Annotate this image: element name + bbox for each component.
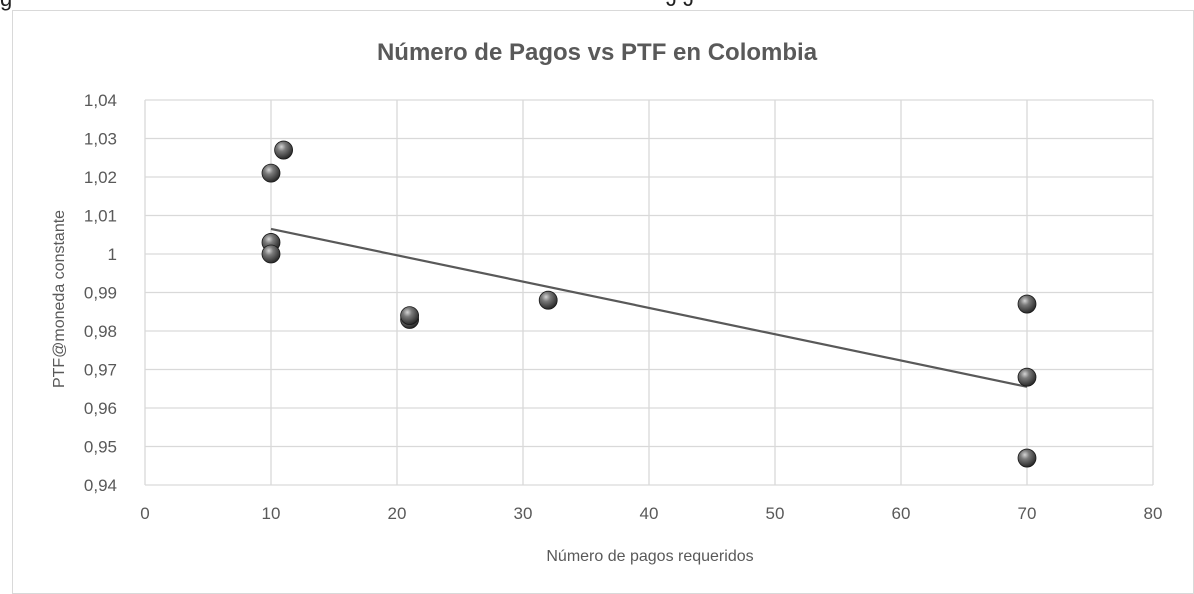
x-tick-label: 40 [640, 504, 659, 523]
cropped-top-text: g J J [0, 0, 1194, 12]
x-tick-label: 30 [514, 504, 533, 523]
x-axis-ticks: 0 10 20 30 40 50 60 70 80 [140, 504, 1162, 523]
data-point [1017, 294, 1037, 314]
data-point [1017, 448, 1037, 468]
data-point [274, 140, 294, 160]
y-tick-label: 0,98 [84, 322, 117, 341]
y-tick-label: 1 [108, 245, 117, 264]
y-tick-label: 1,02 [84, 168, 117, 187]
x-tick-label: 50 [766, 504, 785, 523]
chart-title: Número de Pagos vs PTF en Colombia [377, 39, 818, 66]
y-tick-label: 0,99 [84, 284, 117, 303]
y-tick-label: 0,97 [84, 361, 117, 380]
y-tick-label: 0,96 [84, 399, 117, 418]
y-tick-label: 1,03 [84, 130, 117, 149]
y-tick-label: 1,01 [84, 207, 117, 226]
grid [144, 99, 1154, 486]
y-axis-label: PTF@moneda constante [51, 210, 68, 388]
data-point [538, 290, 558, 310]
data-points [261, 140, 1037, 468]
data-point [261, 244, 281, 264]
cropped-text-left: g [0, 0, 12, 12]
data-point [1017, 367, 1037, 387]
x-tick-label: 20 [388, 504, 407, 523]
trendline [270, 227, 1028, 388]
y-tick-label: 0,94 [84, 476, 117, 495]
x-tick-label: 10 [262, 504, 281, 523]
data-point [261, 163, 281, 183]
y-axis-ticks: 0,94 0,95 0,96 0,97 0,98 0,99 1 1,01 1,02 1,03 1,0… [84, 91, 117, 495]
y-tick-label: 0,95 [84, 438, 117, 457]
x-tick-label: 60 [892, 504, 911, 523]
x-tick-label: 70 [1018, 504, 1037, 523]
x-tick-label: 0 [140, 504, 149, 523]
x-tick-label: 80 [1144, 504, 1163, 523]
y-tick-label: 1,04 [84, 91, 117, 110]
x-axis-label: Número de pagos requeridos [546, 548, 753, 565]
data-point [400, 306, 420, 326]
cropped-text-mid: J J [666, 0, 694, 12]
chart-area [12, 10, 1194, 594]
